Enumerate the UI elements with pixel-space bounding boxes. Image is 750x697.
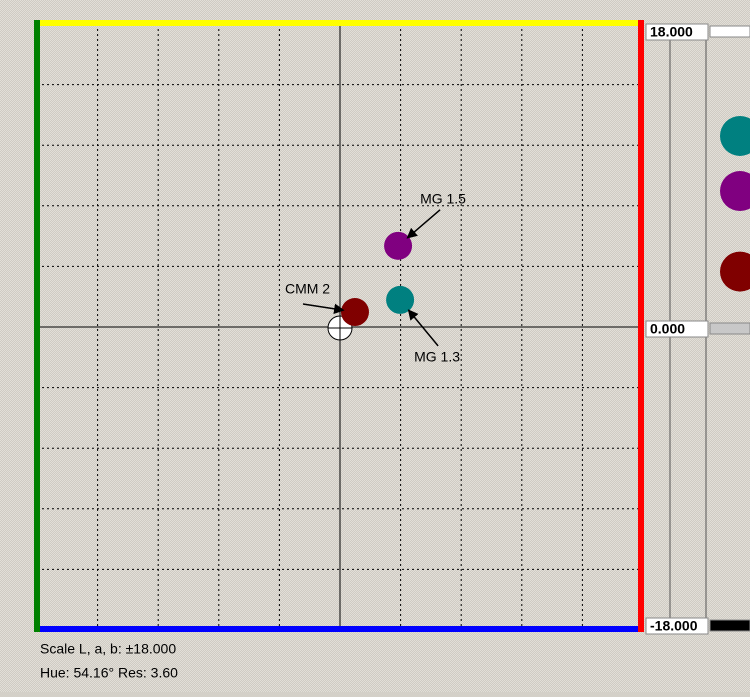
point-label: MG 1.5 xyxy=(420,191,466,207)
l-tick-label: 18.000 xyxy=(650,24,693,40)
point xyxy=(384,231,413,260)
point xyxy=(386,285,415,314)
annotation-arrow xyxy=(406,209,441,239)
annotation-arrow xyxy=(407,309,439,347)
point-label: MG 1.3 xyxy=(414,349,460,365)
point xyxy=(340,298,369,327)
l-tick-marker xyxy=(709,322,750,335)
l-point xyxy=(720,115,750,156)
l-tick-label: 0.000 xyxy=(650,321,685,337)
l-tick-box xyxy=(645,617,709,635)
l-tick-box xyxy=(645,23,709,41)
annotation-arrow xyxy=(302,303,345,315)
l-point xyxy=(720,251,750,292)
right-border xyxy=(638,20,644,632)
l-tick-marker xyxy=(709,25,750,38)
l-tick-label: -18.000 xyxy=(650,618,698,634)
left-border xyxy=(34,20,40,632)
l-point xyxy=(720,171,750,212)
scale-text: Scale L, a, b: ±18.000 xyxy=(40,641,176,657)
hue-text: Hue: 54.16° Res: 3.60 xyxy=(40,665,178,681)
point-label: CMM 2 xyxy=(285,281,330,297)
top-border xyxy=(34,20,644,26)
l-tick-marker xyxy=(709,619,750,632)
bottom-border xyxy=(34,626,644,632)
l-tick-box xyxy=(645,320,709,338)
